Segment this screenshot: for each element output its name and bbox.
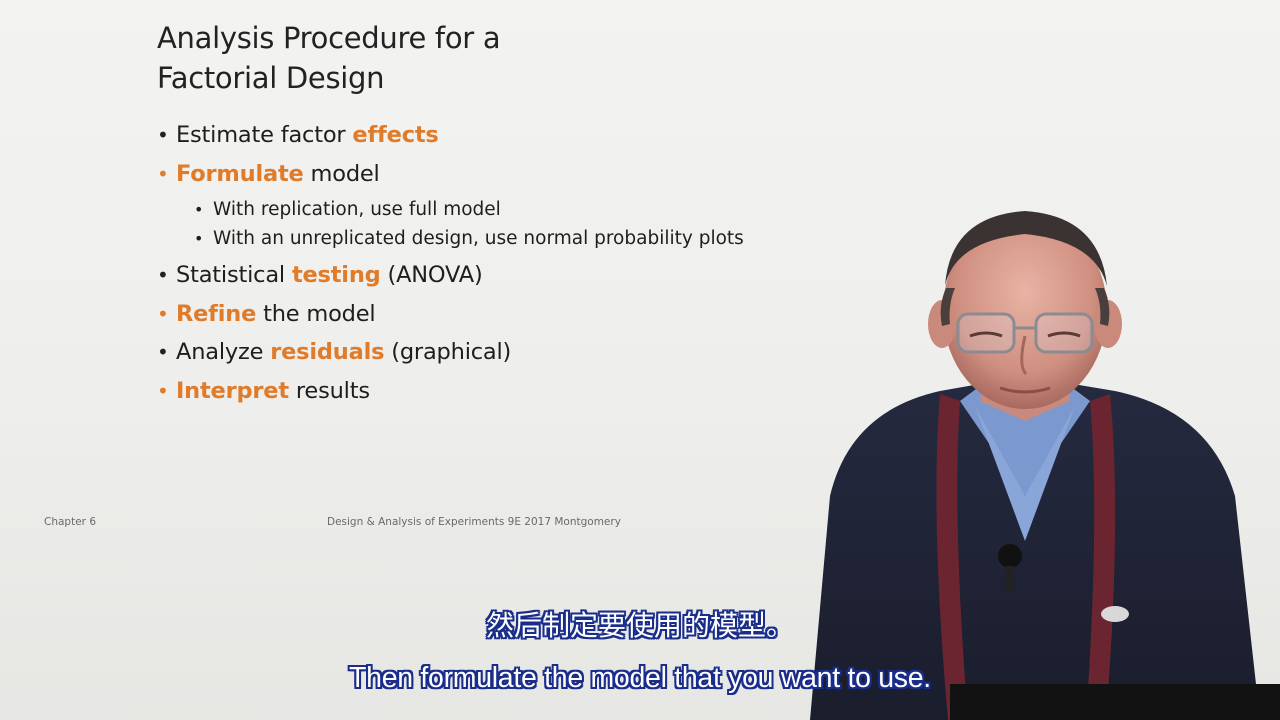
slide-title: Analysis Procedure for a Factorial Desig… xyxy=(157,18,717,98)
bullet-text-after: the model xyxy=(256,300,376,327)
presenter-video xyxy=(770,196,1280,720)
bullet-text-after: (graphical) xyxy=(384,339,512,365)
presenter-person-icon xyxy=(810,211,1280,720)
bullet-dot-icon: • xyxy=(157,263,169,287)
bullet-highlight: Formulate xyxy=(176,160,304,187)
slide-footer-chapter: Chapter 6 xyxy=(44,516,96,528)
sub-bullet-list: • With replication, use full model • Wit… xyxy=(157,198,777,250)
bullet-dot-icon: • xyxy=(157,301,169,326)
bullet-list: • Estimate factor effects • Formulate mo… xyxy=(157,116,777,410)
bullet-dot-icon: • xyxy=(157,340,169,364)
bullet-text: Analyze xyxy=(176,339,271,365)
sub-bullet-text: With an unreplicated design, use normal … xyxy=(213,228,744,249)
bullet-item-formulate-model: • Formulate model xyxy=(157,155,777,194)
slide-title-line-1: Analysis Procedure for a xyxy=(157,21,501,55)
bullet-highlight: effects xyxy=(352,122,439,148)
slide-title-line-2: Factorial Design xyxy=(157,61,385,95)
bullet-item-refine-model: • Refine the model xyxy=(157,295,777,334)
sub-bullet-item-unreplicated: • With an unreplicated design, use norma… xyxy=(157,227,773,250)
bullet-text-after: model xyxy=(303,160,380,187)
sub-bullet-item-replication: • With replication, use full model xyxy=(157,198,777,221)
bullet-text: Statistical xyxy=(176,262,292,288)
sub-bullet-dot-icon: • xyxy=(194,200,204,219)
bullet-text: Estimate factor xyxy=(176,122,353,148)
bullet-dot-icon: • xyxy=(157,123,169,147)
bullet-highlight: Refine xyxy=(176,300,257,327)
slide-footer-citation: Design & Analysis of Experiments 9E 2017… xyxy=(327,516,621,528)
bullet-highlight: Interpret xyxy=(176,377,289,404)
bullet-item-analyze-residuals: • Analyze residuals (graphical) xyxy=(157,333,777,372)
bullet-text-after: (ANOVA) xyxy=(380,262,483,288)
bullet-text-after: results xyxy=(288,377,370,404)
bullet-item-statistical-testing: • Statistical testing (ANOVA) xyxy=(157,256,777,295)
bullet-dot-icon: • xyxy=(157,161,169,186)
bullet-item-estimate-effects: • Estimate factor effects xyxy=(157,116,777,155)
subtitle-english: Then formulate the model that you want t… xyxy=(349,662,931,694)
bullet-dot-icon: • xyxy=(157,378,169,403)
sub-bullet-text: With replication, use full model xyxy=(213,199,501,220)
bullet-highlight: residuals xyxy=(270,339,385,365)
bullet-highlight: testing xyxy=(291,262,381,288)
sub-bullet-dot-icon: • xyxy=(194,229,204,248)
subtitle-chinese: 然后制定要使用的模型。 xyxy=(485,610,794,641)
bullet-item-interpret-results: • Interpret results xyxy=(157,372,777,411)
